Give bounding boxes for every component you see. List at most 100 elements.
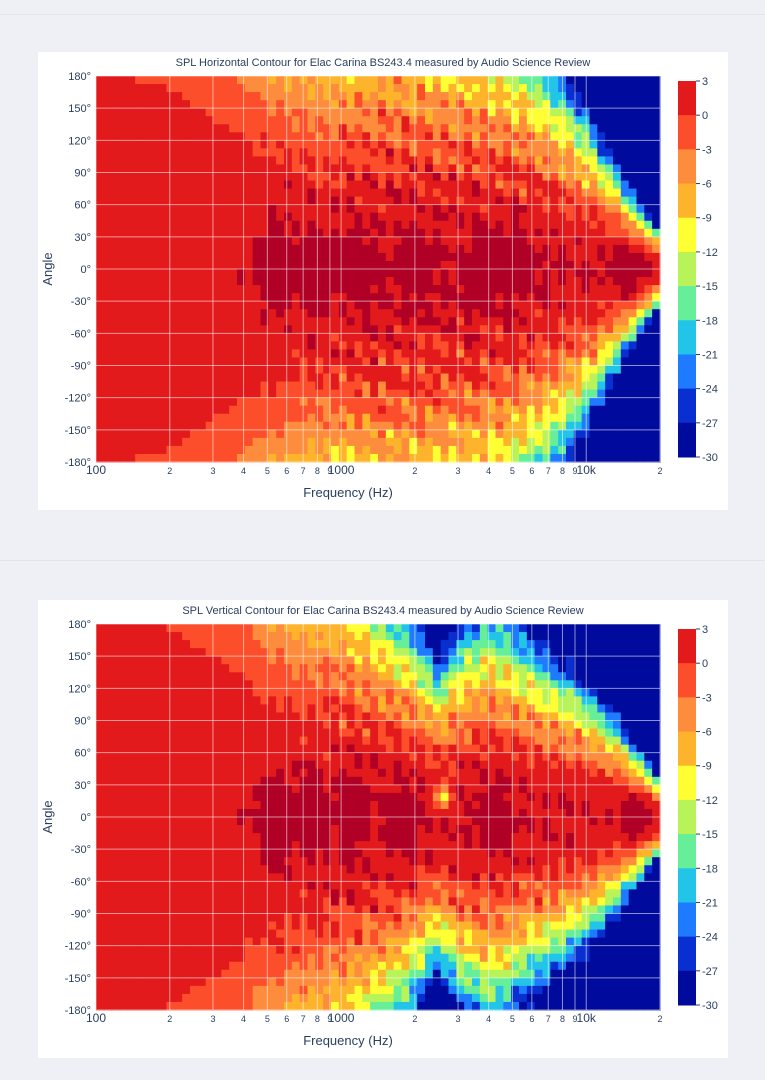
heatmap-cell — [425, 421, 434, 431]
heatmap-cell — [354, 140, 363, 149]
heatmap-cell — [158, 640, 168, 649]
heatmap-cell — [487, 132, 497, 141]
heatmap-cell — [252, 349, 262, 359]
heatmap-cell — [205, 857, 215, 866]
heatmap-cell — [487, 405, 497, 415]
heatmap-cell — [331, 76, 340, 85]
heatmap-cell — [299, 680, 309, 689]
heatmap-cell — [464, 269, 473, 278]
heatmap-cell — [464, 188, 473, 198]
heatmap-cell — [135, 349, 144, 359]
heatmap-cell — [315, 873, 324, 882]
heatmap-cell — [143, 148, 152, 158]
heatmap-cell — [197, 680, 207, 689]
heatmap-cell — [284, 188, 293, 198]
heatmap-cell — [605, 140, 614, 149]
heatmap-cell — [503, 228, 512, 238]
heatmap-cell — [511, 132, 520, 141]
heatmap-cell — [119, 921, 128, 931]
heatmap-cell — [472, 453, 481, 463]
heatmap-cell — [417, 341, 426, 351]
heatmap-cell — [143, 744, 152, 754]
heatmap-cell — [103, 825, 113, 834]
heatmap-cell — [354, 76, 363, 85]
heatmap-cell — [268, 196, 277, 206]
heatmap-cell — [432, 277, 442, 286]
heatmap-cell — [573, 301, 583, 310]
heatmap-cell — [174, 784, 183, 794]
heatmap-cell — [158, 132, 168, 141]
heatmap-cell — [534, 156, 544, 166]
heatmap-cell — [221, 365, 230, 375]
heatmap-cell — [237, 985, 246, 995]
heatmap-cell — [252, 873, 262, 882]
heatmap-cell — [158, 437, 168, 447]
heatmap-cell — [573, 92, 583, 101]
heatmap-cell — [284, 269, 293, 278]
heatmap-cell — [213, 188, 222, 198]
heatmap-cell — [652, 172, 661, 182]
heatmap-cell — [190, 1001, 199, 1011]
heatmap-cell — [636, 92, 645, 101]
heatmap-cell — [299, 309, 309, 318]
heatmap-cell — [378, 132, 387, 141]
heatmap-cell — [628, 236, 638, 246]
heatmap-cell — [550, 293, 559, 302]
heatmap-cell — [385, 148, 395, 158]
heatmap-cell — [487, 204, 497, 214]
heatmap-cell — [284, 236, 293, 246]
heatmap-cell — [213, 373, 222, 383]
heatmap-cell — [440, 244, 450, 254]
heatmap-cell — [127, 961, 136, 971]
heatmap-cell — [150, 124, 160, 133]
heatmap-cell — [205, 849, 215, 858]
heatmap-cell — [385, 92, 395, 101]
heatmap-cell — [103, 244, 113, 254]
heatmap-cell — [299, 905, 309, 915]
heatmap-cell — [464, 140, 473, 149]
heatmap-cell — [213, 680, 222, 689]
heatmap-cell — [229, 672, 238, 681]
heatmap-cell — [597, 92, 606, 101]
heatmap-cell — [127, 897, 136, 907]
heatmap-cell — [620, 389, 630, 399]
heatmap-cell — [479, 285, 489, 294]
heatmap-cell — [268, 768, 277, 778]
heatmap-cell — [644, 220, 653, 230]
heatmap-cell — [652, 309, 661, 318]
heatmap-cell — [613, 413, 622, 423]
heatmap-cell — [111, 285, 121, 294]
heatmap-cell — [166, 244, 175, 254]
heatmap-cell — [573, 373, 583, 383]
heatmap-cell — [495, 236, 504, 246]
heatmap-cell — [237, 269, 246, 278]
heatmap-cell — [511, 405, 520, 415]
heatmap-cell — [197, 228, 207, 238]
heatmap-cell — [440, 445, 450, 455]
heatmap-cell — [119, 656, 128, 665]
heatmap-cell — [519, 397, 528, 407]
heatmap-cell — [315, 132, 324, 141]
heatmap-cell — [385, 252, 395, 262]
heatmap-cell — [197, 865, 207, 874]
heatmap-cell — [526, 357, 536, 367]
heatmap-cell — [135, 993, 144, 1003]
heatmap-cell — [487, 301, 497, 310]
heatmap-cell — [237, 825, 246, 834]
heatmap-cell — [378, 188, 387, 198]
heatmap-cell — [425, 108, 434, 117]
heatmap-cell — [96, 301, 105, 310]
heatmap-cell — [315, 317, 324, 326]
heatmap-cell — [613, 220, 622, 230]
heatmap-cell — [299, 244, 309, 254]
heatmap-cell — [237, 188, 246, 198]
heatmap-cell — [119, 285, 128, 294]
heatmap-cell — [111, 220, 121, 230]
heatmap-cell — [652, 140, 661, 149]
heatmap-cell — [197, 1001, 207, 1011]
heatmap-cell — [276, 632, 285, 641]
heatmap-cell — [378, 196, 387, 206]
heatmap-cell — [331, 220, 340, 230]
heatmap-cell — [550, 180, 559, 190]
heatmap-cell — [495, 389, 504, 399]
